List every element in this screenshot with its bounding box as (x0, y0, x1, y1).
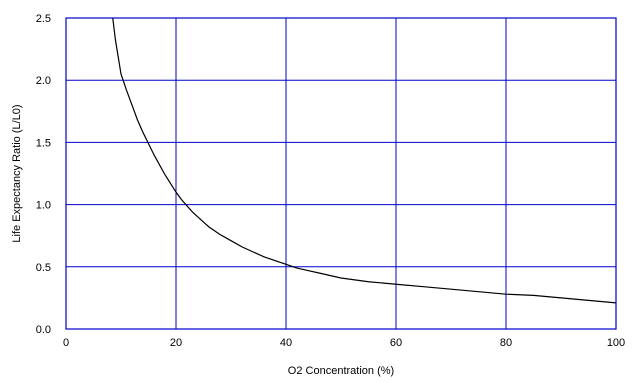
x-tick-label: 100 (607, 337, 625, 349)
y-tick-label: 2.0 (36, 75, 51, 87)
y-tick-label: 0.5 (36, 262, 51, 274)
x-tick-label: 60 (390, 337, 402, 349)
y-axis-title: Life Expectancy Ratio (L/L0) (11, 104, 23, 242)
y-tick-label: 1.0 (36, 200, 51, 212)
y-tick-label: 1.5 (36, 137, 51, 149)
y-axis-ticks: 0.0 0.5 1.0 1.5 2.0 2.5 (36, 13, 51, 336)
x-tick-label: 20 (170, 337, 182, 349)
plot-area (112, 17, 617, 304)
x-axis-title: O2 Concentration (%) (288, 365, 394, 377)
plot-frame (65, 17, 617, 330)
x-axis-ticks: 0 20 40 60 80 100 (63, 337, 625, 349)
y-tick-label: 2.5 (36, 13, 51, 25)
x-tick-label: 40 (280, 337, 292, 349)
plot-frame-group (65, 17, 617, 330)
x-tick-label: 80 (500, 337, 512, 349)
x-tick-label: 0 (63, 337, 69, 349)
y-tick-label: 0.0 (36, 324, 51, 336)
series-line-0 (112, 17, 617, 304)
grid-lines (66, 18, 616, 329)
